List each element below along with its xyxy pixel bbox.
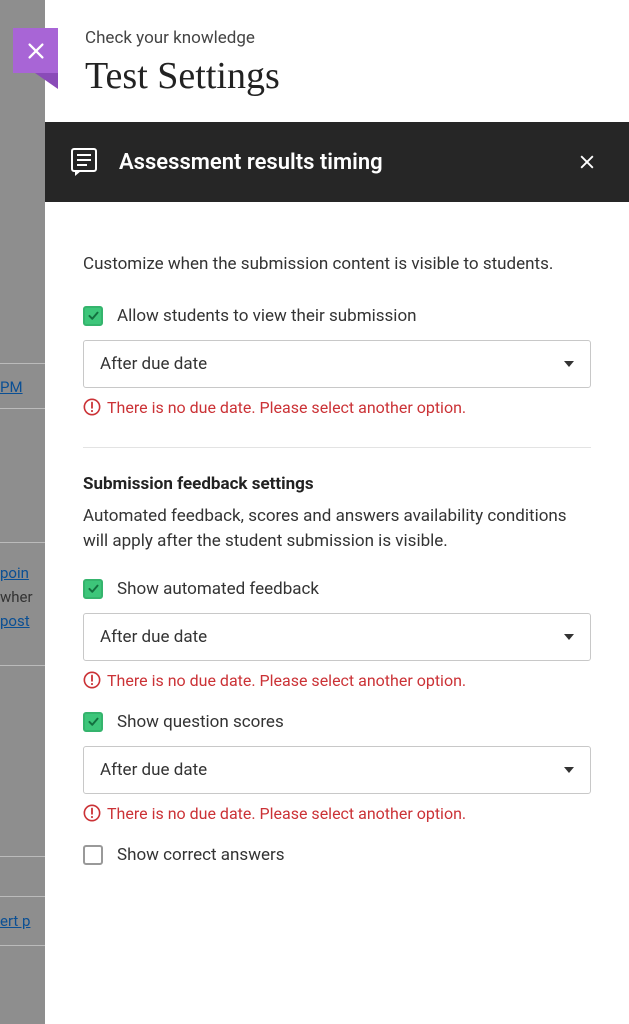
chevron-down-icon <box>564 634 574 640</box>
alert-icon <box>83 671 101 689</box>
correct-answers-checkbox[interactable] <box>83 845 103 865</box>
backdrop-text: post <box>0 612 30 630</box>
chevron-down-icon <box>564 361 574 367</box>
select-value: After due date <box>100 627 207 647</box>
view-submission-error: There is no due date. Please select anot… <box>83 398 591 417</box>
view-submission-group: Allow students to view their submission … <box>83 306 591 417</box>
page-kicker: Check your knowledge <box>85 28 589 48</box>
backdrop-text: ert p <box>0 912 30 930</box>
error-text: There is no due date. Please select anot… <box>107 671 466 690</box>
correct-answers-label: Show correct answers <box>117 845 285 865</box>
check-icon <box>87 715 100 728</box>
select-value: After due date <box>100 354 207 374</box>
close-icon <box>577 152 597 172</box>
automated-feedback-checkbox[interactable] <box>83 579 103 599</box>
panel-header: Check your knowledge Test Settings <box>45 0 629 122</box>
section-title-bar: Assessment results timing <box>45 122 629 202</box>
automated-feedback-select[interactable]: After due date <box>83 613 591 661</box>
check-icon <box>87 582 100 595</box>
settings-panel: Check your knowledge Test Settings Asses… <box>45 0 629 1024</box>
error-text: There is no due date. Please select anot… <box>107 398 466 417</box>
question-scores-group: Show question scores After due date Ther… <box>83 712 591 823</box>
feedback-heading: Submission feedback settings <box>83 474 591 494</box>
view-submission-select[interactable]: After due date <box>83 340 591 388</box>
error-text: There is no due date. Please select anot… <box>107 804 466 823</box>
close-icon <box>25 40 47 62</box>
feedback-description: Automated feedback, scores and answers a… <box>83 504 591 555</box>
close-panel-ribbon-tail <box>13 73 58 89</box>
view-submission-label: Allow students to view their submission <box>117 306 417 326</box>
select-value: After due date <box>100 760 207 780</box>
question-scores-select[interactable]: After due date <box>83 746 591 794</box>
question-scores-checkbox[interactable] <box>83 712 103 732</box>
intro-text: Customize when the submission content is… <box>83 252 591 278</box>
section-close-button[interactable] <box>573 148 601 176</box>
close-panel-button[interactable] <box>13 28 58 73</box>
automated-feedback-label: Show automated feedback <box>117 579 319 599</box>
check-icon <box>87 309 100 322</box>
backdrop-text: wher <box>0 588 33 606</box>
correct-answers-group: Show correct answers <box>83 845 591 865</box>
question-scores-error: There is no due date. Please select anot… <box>83 804 591 823</box>
backdrop-text: PM <box>0 378 23 396</box>
automated-feedback-group: Show automated feedback After due date T… <box>83 579 591 690</box>
section-divider <box>83 447 591 448</box>
panel-body: Customize when the submission content is… <box>45 202 629 895</box>
question-scores-label: Show question scores <box>117 712 284 732</box>
page-title: Test Settings <box>85 54 589 98</box>
chevron-down-icon <box>564 767 574 773</box>
alert-icon <box>83 804 101 822</box>
section-title: Assessment results timing <box>119 150 573 175</box>
document-icon <box>67 145 101 179</box>
backdrop-text: poin <box>0 564 29 582</box>
alert-icon <box>83 398 101 416</box>
backdrop-strip: PM poin wher post ert p <box>0 0 45 1024</box>
automated-feedback-error: There is no due date. Please select anot… <box>83 671 591 690</box>
view-submission-checkbox[interactable] <box>83 306 103 326</box>
